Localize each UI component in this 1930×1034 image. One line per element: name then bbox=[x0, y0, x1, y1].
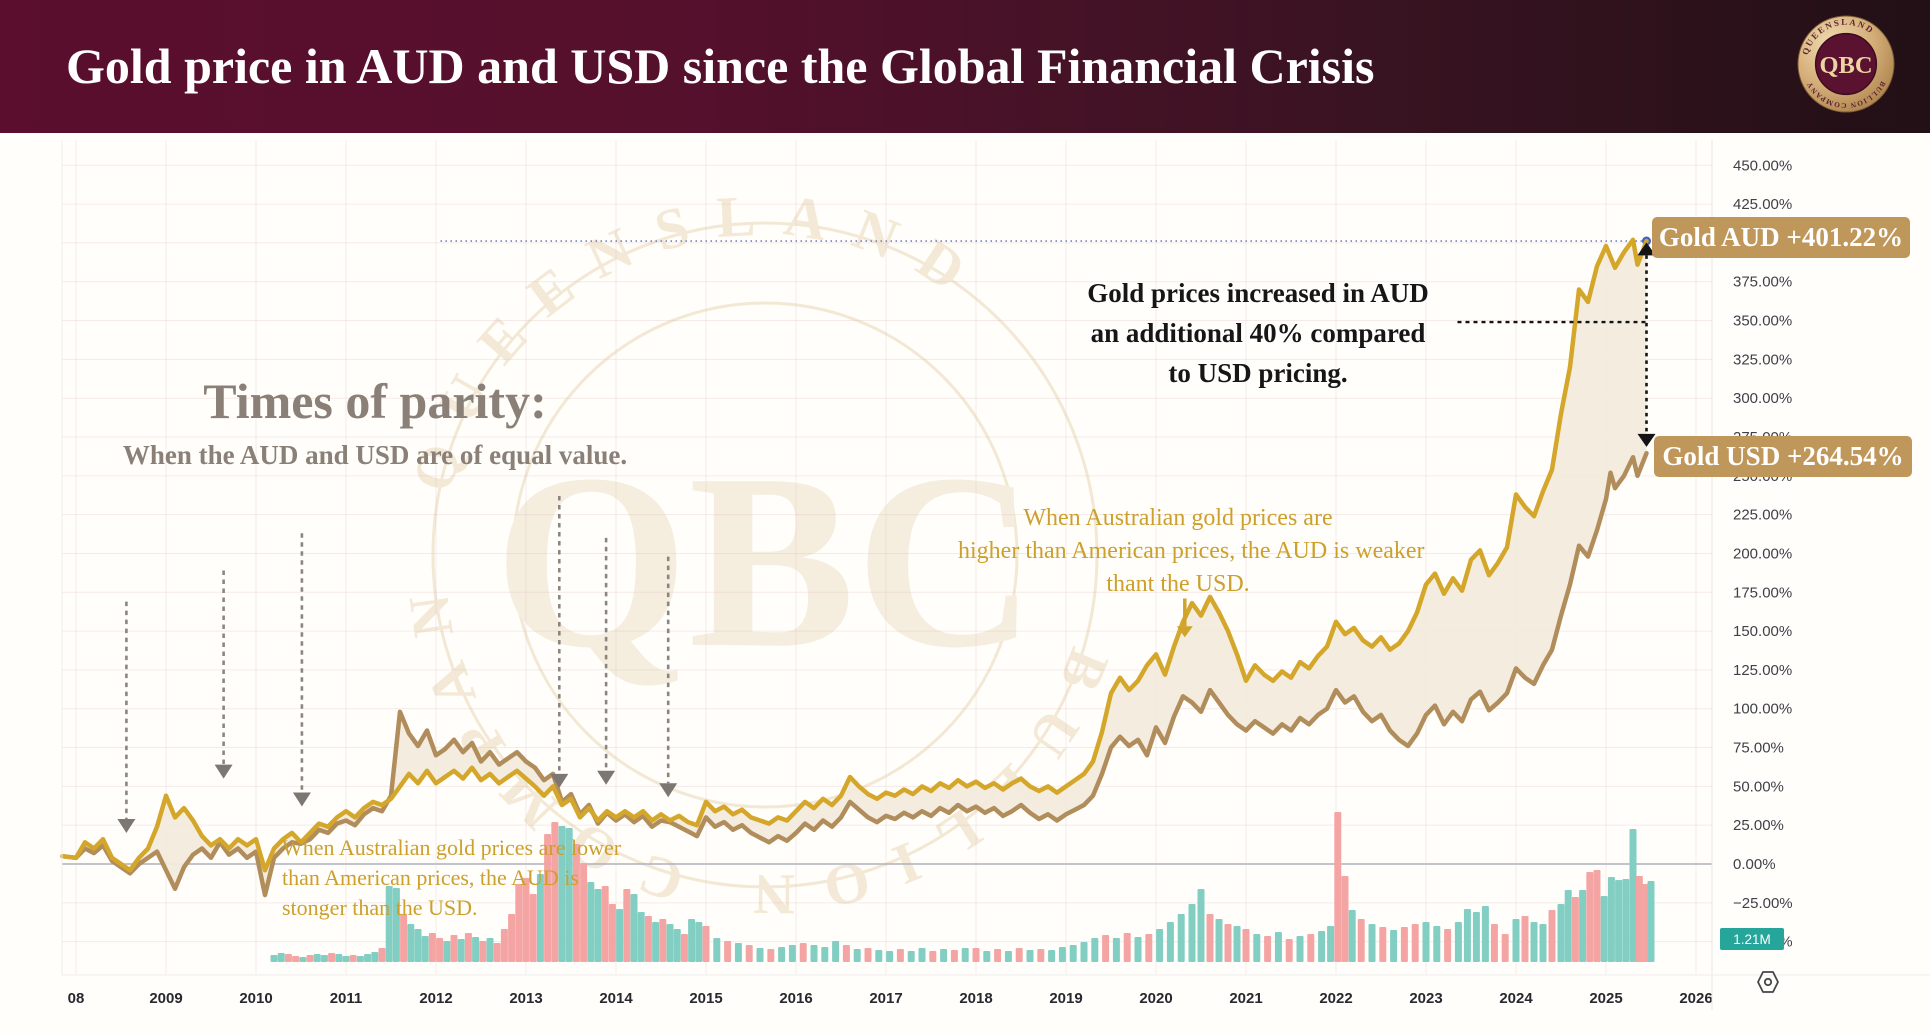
aud-increase-annotation: Gold prices increased in AUD an addition… bbox=[1058, 273, 1458, 393]
y-axis-tick: 300.00% bbox=[1733, 390, 1792, 407]
y-axis-tick: 425.00% bbox=[1733, 196, 1792, 213]
x-axis-tick: 2013 bbox=[509, 990, 542, 1007]
note-line: Gold prices increased in AUD bbox=[1087, 278, 1429, 308]
x-axis-tick: 2010 bbox=[239, 990, 272, 1007]
aud-stronger-annotation: When Australian gold prices are lower th… bbox=[282, 833, 622, 923]
gold-aud-price-label: Gold AUD +401.22% bbox=[1652, 217, 1910, 258]
x-axis-tick: 2024 bbox=[1499, 990, 1533, 1007]
x-axis-labels: 08 2009 2010 2011 2012 2013 2014 2015 2016 2017 20… bbox=[68, 990, 1713, 1007]
qbc-logo: QUEENSLAND BULLION COMPANY QBC bbox=[1797, 15, 1895, 113]
x-axis-tick: 2009 bbox=[149, 990, 182, 1007]
y-axis-tick: 100.00% bbox=[1733, 701, 1792, 718]
y-axis-tick: 75.00% bbox=[1733, 740, 1784, 757]
x-axis-tick: 2020 bbox=[1139, 990, 1172, 1007]
y-axis-labels: 450.00%425.00%400.00%375.00%350.00%325.0… bbox=[1733, 157, 1793, 950]
y-axis-tick: 150.00% bbox=[1733, 623, 1792, 640]
x-axis-tick: 2026 bbox=[1679, 990, 1712, 1007]
x-axis-tick: 2025 bbox=[1589, 990, 1622, 1007]
annotation-connector-arrows bbox=[1176, 242, 1656, 638]
y-axis-tick: 50.00% bbox=[1733, 778, 1784, 795]
x-axis-tick: 2012 bbox=[419, 990, 452, 1007]
logo-center bbox=[1814, 32, 1878, 96]
note-line: stonger than the USD. bbox=[282, 895, 478, 920]
x-axis-tick: 2015 bbox=[689, 990, 722, 1007]
note-line: When Australian gold prices are lower bbox=[282, 835, 622, 860]
y-axis-tick: −25.00% bbox=[1733, 895, 1793, 912]
y-axis-tick: 225.00% bbox=[1733, 507, 1792, 524]
header-banner: Gold price in AUD and USD since the Glob… bbox=[0, 0, 1930, 133]
y-axis-tick: 25.00% bbox=[1733, 817, 1784, 834]
parity-title: Times of parity: bbox=[203, 373, 547, 429]
parity-subtitle: When the AUD and USD are of equal value. bbox=[122, 440, 628, 470]
y-axis-tick: 350.00% bbox=[1733, 313, 1792, 330]
x-axis-tick: 2014 bbox=[599, 990, 633, 1007]
y-axis-tick: 125.00% bbox=[1733, 662, 1792, 679]
pane-borders bbox=[61, 140, 1930, 1010]
volume-bars bbox=[270, 812, 1655, 962]
note-line: thant the USD. bbox=[1106, 571, 1250, 597]
x-axis-tick: 2018 bbox=[959, 990, 992, 1007]
x-axis-tick: 2017 bbox=[869, 990, 902, 1007]
parity-annotation: Times of parity: When the AUD and USD ar… bbox=[80, 372, 670, 471]
x-axis-tick: 08 bbox=[68, 990, 85, 1007]
gold-usd-price-label: Gold USD +264.54% bbox=[1654, 436, 1912, 477]
x-axis-tick: 2023 bbox=[1409, 990, 1442, 1007]
y-axis-tick: 375.00% bbox=[1733, 274, 1792, 291]
price-scale-settings-icon[interactable] bbox=[1753, 967, 1783, 997]
x-axis-tick: 2016 bbox=[779, 990, 812, 1007]
y-axis-tick: 175.00% bbox=[1733, 584, 1792, 601]
gold-aud-line bbox=[60, 237, 1649, 873]
y-axis-tick: 200.00% bbox=[1733, 545, 1792, 562]
x-axis-tick: 2021 bbox=[1229, 990, 1262, 1007]
x-axis-tick: 2019 bbox=[1049, 990, 1082, 1007]
note-line: to USD pricing. bbox=[1168, 358, 1348, 388]
note-line: When Australian gold prices are bbox=[1023, 505, 1333, 531]
svg-text:QBC: QBC bbox=[494, 423, 1036, 700]
note-line: an additional 40% compared bbox=[1090, 318, 1426, 348]
parity-arrows bbox=[117, 496, 678, 833]
y-axis-tick: 450.00% bbox=[1733, 157, 1792, 174]
volume-value-label: 1.21M bbox=[1720, 928, 1784, 950]
note-line: than American prices, the AUD is bbox=[282, 865, 579, 890]
aud-weaker-annotation: When Australian gold prices are higher t… bbox=[958, 502, 1425, 601]
page-title: Gold price in AUD and USD since the Glob… bbox=[66, 38, 1375, 94]
x-axis-tick: 2022 bbox=[1319, 990, 1352, 1007]
gold-usd-line bbox=[60, 450, 1649, 898]
y-axis-tick: 0.00% bbox=[1733, 856, 1776, 873]
x-axis-tick: 2011 bbox=[330, 990, 363, 1007]
svg-text:QBC: QBC bbox=[1819, 52, 1872, 79]
note-line: higher than American prices, the AUD is … bbox=[958, 538, 1425, 564]
y-axis-tick: 325.00% bbox=[1733, 351, 1792, 368]
